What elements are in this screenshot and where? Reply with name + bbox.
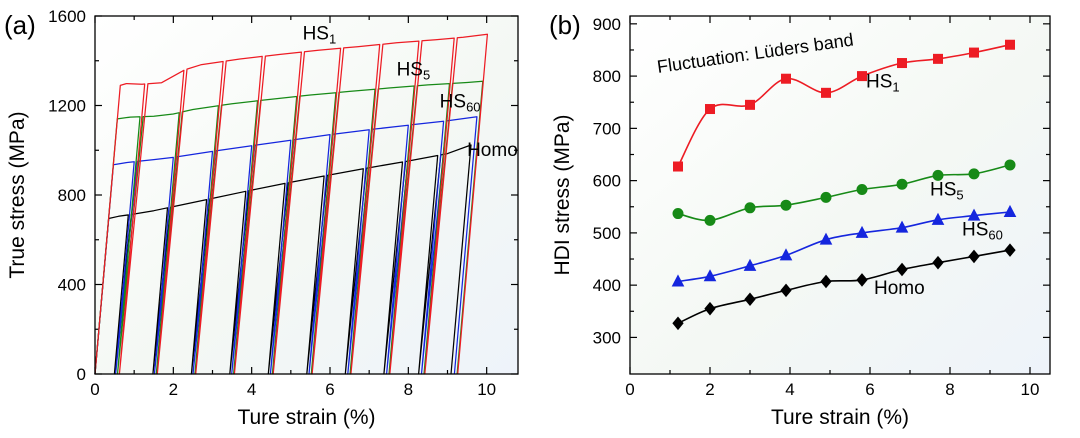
stress-strain-curve-hs5 <box>94 80 484 375</box>
data-point-hs60 <box>671 274 685 287</box>
y-tick-label: 400 <box>593 276 621 295</box>
stress-strain-curve-hs60 <box>94 116 478 375</box>
y-tick-label: 700 <box>593 119 621 138</box>
data-point-hs5 <box>932 169 944 181</box>
data-point-hs5 <box>1004 159 1016 171</box>
y-tick-label: 600 <box>593 172 621 191</box>
data-point-hs5 <box>704 214 716 226</box>
data-point-hs60 <box>703 269 717 282</box>
data-point-hs60 <box>895 220 909 233</box>
panel-a-true-stress-chart: 0 2 4 6 8 10 0 400 800 1200 1600 Ture strain (%) Tru… <box>4 7 519 429</box>
series-label-hs5: HS5 <box>930 179 964 202</box>
x-tick-label: 10 <box>477 380 496 399</box>
data-point-hs60 <box>1003 204 1017 217</box>
y-axis-title: True stress (MPa) <box>6 111 29 278</box>
data-point-homo <box>896 262 908 277</box>
x-tick-label: 6 <box>325 380 334 399</box>
plot-frame <box>629 15 1051 375</box>
x-axis-title: Ture strain (%) <box>237 406 375 429</box>
y-tick-label: 900 <box>593 15 621 34</box>
plot-area <box>95 16 518 374</box>
y-axis-title: HDI stress (MPa) <box>551 114 574 275</box>
data-point-hs5 <box>672 208 684 220</box>
panel-letter: (b) <box>549 10 581 40</box>
stress-strain-curve-hs1 <box>94 33 489 375</box>
data-point-hs5 <box>968 168 980 180</box>
y-tick-label: 800 <box>58 186 86 205</box>
data-point-homo <box>968 249 980 264</box>
series-label-hs5: HS5 <box>397 59 431 82</box>
series-label-homo: Homo <box>467 140 518 161</box>
data-point-homo <box>1004 243 1016 257</box>
data-point-homo <box>704 301 716 316</box>
data-point-hs60 <box>779 248 793 261</box>
series-label-hs60: HS60 <box>962 220 1003 243</box>
x-tick-label: 10 <box>1021 380 1040 399</box>
x-tick-label: 4 <box>785 380 794 399</box>
panel-b-hdi-stress-chart: 0 2 4 6 8 10 300 400 500 600 700 800 900 Ture strain … <box>549 10 1051 429</box>
x-tick-label: 4 <box>247 380 256 399</box>
hdi-line-homo <box>677 249 1011 325</box>
data-point-hs60 <box>967 208 981 221</box>
data-point-hs60 <box>819 232 833 245</box>
data-point-hs5 <box>820 191 832 203</box>
data-point-homo <box>780 283 792 298</box>
series-label-hs1: HS1 <box>866 72 900 95</box>
data-point-hs1 <box>933 53 943 64</box>
y-tick-label: 300 <box>593 328 621 347</box>
y-tick-label: 500 <box>593 224 621 243</box>
x-tick-label: 8 <box>945 380 954 399</box>
data-point-homo <box>672 316 684 331</box>
panel-letter: (a) <box>4 10 36 40</box>
x-tick-label: 8 <box>404 380 413 399</box>
hdi-line-hs5 <box>677 164 1011 222</box>
series-label-hs60: HS60 <box>440 92 481 115</box>
y-tick-label: 1200 <box>48 97 86 116</box>
x-tick-label: 0 <box>90 380 99 399</box>
x-tick-label: 2 <box>705 380 714 399</box>
data-point-hs1 <box>969 47 979 58</box>
stress-strain-curve-homo <box>94 144 472 375</box>
y-tick-label: 800 <box>593 67 621 86</box>
data-point-hs1 <box>857 71 867 82</box>
data-point-hs1 <box>673 161 683 172</box>
x-axis-title: Ture strain (%) <box>771 406 909 429</box>
x-tick-label: 0 <box>625 380 634 399</box>
hdi-line-hs1 <box>677 43 1011 167</box>
data-point-hs5 <box>856 184 868 196</box>
data-point-hs5 <box>780 199 792 211</box>
data-point-hs60 <box>855 225 869 238</box>
data-point-hs60 <box>931 212 945 225</box>
x-tick-label: 6 <box>865 380 874 399</box>
series-label-hs1: HS1 <box>303 23 337 46</box>
hdi-line-hs60 <box>677 211 1011 283</box>
data-point-hs1 <box>781 73 791 84</box>
data-point-hs5 <box>896 178 908 190</box>
plot-frame <box>94 15 519 375</box>
data-point-hs60 <box>743 258 757 271</box>
data-point-hs1 <box>1005 39 1015 50</box>
data-point-homo <box>744 292 756 307</box>
data-point-hs1 <box>821 87 831 98</box>
y-tick-label: 400 <box>58 276 86 295</box>
y-tick-label: 1600 <box>48 7 86 26</box>
data-point-hs1 <box>705 104 715 115</box>
data-point-hs5 <box>744 202 756 214</box>
x-tick-label: 2 <box>169 380 178 399</box>
data-point-homo <box>932 255 944 270</box>
data-point-homo <box>820 274 832 289</box>
data-point-homo <box>856 273 868 287</box>
data-point-hs1 <box>745 99 755 110</box>
series-label-homo: Homo <box>874 278 925 299</box>
y-tick-label: 0 <box>77 365 86 384</box>
data-point-hs1 <box>897 58 907 69</box>
